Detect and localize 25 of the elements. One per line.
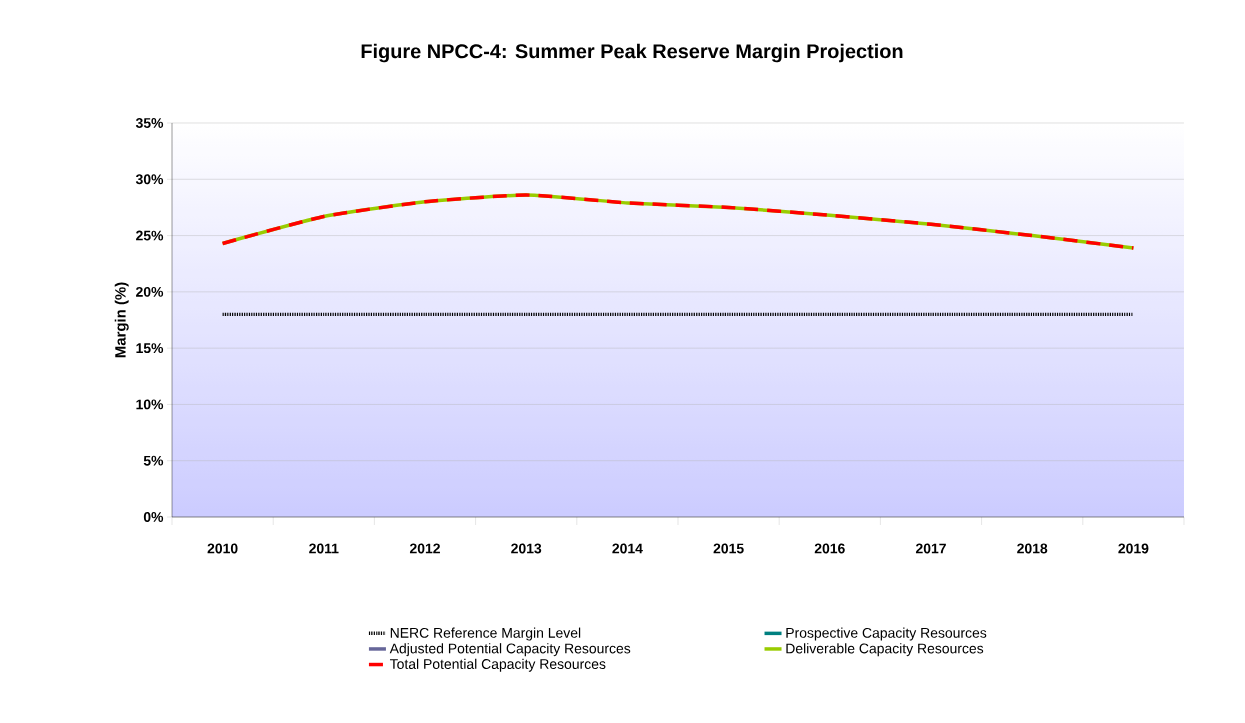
x-tick-label: 2011 <box>309 543 339 554</box>
legend-label: Adjusted Potential Capacity Resources <box>389 643 631 657</box>
y-tick-label: 5% <box>143 455 164 466</box>
x-tick-label: 2014 <box>612 543 643 554</box>
y-tick-label: 0% <box>143 512 164 522</box>
y-tick-label: 20% <box>136 286 164 297</box>
legend-label: Deliverable Capacity Resources <box>786 643 984 657</box>
x-tick-label: 2017 <box>915 543 946 554</box>
legend-label: Total Potential Capacity Resources <box>389 658 606 672</box>
y-tick-label: 25% <box>136 230 164 241</box>
x-tick-label: 2010 <box>207 543 238 554</box>
y-tick-label: 10% <box>136 399 164 410</box>
x-tick-label: 2015 <box>713 543 744 554</box>
x-tick-label: 2018 <box>1017 543 1048 554</box>
y-tick-label: 30% <box>135 174 164 185</box>
x-tick-label: 2013 <box>511 543 542 554</box>
y-tick-label: 35% <box>135 118 164 128</box>
legend-label: Prospective Capacity Resources <box>786 627 987 641</box>
y-axis-title: Margin (%) <box>114 282 129 358</box>
x-tick-label: 2012 <box>409 543 440 554</box>
chart-title: Figure NPCC-4: Summer Peak Reserve Margin Projection <box>361 43 903 63</box>
x-tick-label: 2019 <box>1118 543 1149 554</box>
x-tick-label: 2016 <box>814 543 845 554</box>
y-tick-label: 15% <box>136 343 164 354</box>
legend-label: NERC Reference Margin Level <box>390 627 581 641</box>
